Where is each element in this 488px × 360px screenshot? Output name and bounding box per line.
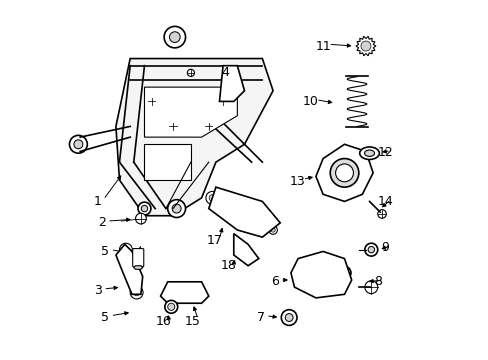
Circle shape [69, 135, 87, 153]
Circle shape [340, 169, 347, 176]
Polygon shape [144, 144, 190, 180]
Circle shape [74, 140, 82, 149]
Circle shape [281, 310, 296, 325]
Circle shape [169, 123, 176, 130]
Text: 2: 2 [98, 216, 105, 229]
Circle shape [311, 269, 320, 277]
Text: 11: 11 [315, 40, 330, 53]
Circle shape [128, 266, 135, 273]
Circle shape [341, 270, 347, 276]
Polygon shape [233, 234, 258, 266]
Circle shape [164, 300, 177, 313]
Circle shape [119, 243, 132, 256]
FancyBboxPatch shape [132, 249, 143, 267]
Circle shape [167, 303, 175, 310]
Text: 10: 10 [302, 95, 318, 108]
Polygon shape [134, 266, 142, 269]
Text: 12: 12 [377, 146, 393, 159]
Ellipse shape [364, 150, 374, 157]
Circle shape [187, 69, 194, 76]
Polygon shape [116, 59, 272, 216]
Circle shape [189, 286, 203, 299]
Text: 16: 16 [155, 315, 171, 328]
Circle shape [133, 289, 140, 296]
Text: 1: 1 [94, 195, 102, 208]
Polygon shape [208, 187, 280, 237]
Circle shape [172, 204, 181, 213]
Ellipse shape [359, 147, 379, 159]
Circle shape [285, 314, 292, 321]
Polygon shape [219, 66, 244, 102]
Circle shape [205, 192, 218, 204]
Polygon shape [315, 144, 372, 202]
Circle shape [335, 164, 353, 182]
Circle shape [130, 286, 143, 299]
Text: 7: 7 [256, 311, 264, 324]
Text: 5: 5 [101, 311, 109, 324]
Circle shape [205, 123, 212, 130]
Circle shape [141, 205, 147, 212]
Circle shape [164, 26, 185, 48]
Circle shape [193, 289, 199, 296]
Circle shape [367, 247, 374, 253]
Circle shape [306, 264, 324, 282]
Circle shape [268, 226, 277, 234]
Polygon shape [290, 251, 351, 298]
Text: 5: 5 [101, 245, 109, 258]
Text: 14: 14 [377, 195, 393, 208]
Text: 15: 15 [184, 315, 200, 328]
Circle shape [148, 98, 155, 105]
Polygon shape [160, 282, 208, 303]
Text: 6: 6 [270, 275, 278, 288]
Text: 9: 9 [381, 241, 389, 255]
Circle shape [209, 195, 215, 201]
Text: 4: 4 [221, 66, 228, 79]
Text: 18: 18 [220, 259, 236, 272]
Circle shape [329, 158, 358, 187]
Circle shape [138, 202, 151, 215]
Circle shape [219, 98, 226, 105]
Circle shape [364, 243, 377, 256]
Circle shape [169, 289, 176, 296]
Circle shape [360, 41, 370, 51]
Circle shape [337, 266, 350, 279]
Circle shape [135, 213, 146, 224]
Text: 8: 8 [374, 275, 382, 288]
Circle shape [122, 247, 129, 253]
Circle shape [166, 286, 179, 299]
Text: 3: 3 [94, 284, 102, 297]
Circle shape [226, 76, 233, 84]
Circle shape [167, 200, 185, 217]
Circle shape [169, 32, 180, 42]
Circle shape [377, 210, 386, 218]
Polygon shape [144, 87, 237, 137]
Text: 17: 17 [206, 234, 222, 247]
Polygon shape [116, 244, 142, 294]
Circle shape [364, 281, 377, 294]
Polygon shape [355, 36, 375, 56]
Text: 13: 13 [289, 175, 305, 188]
Circle shape [270, 228, 275, 232]
